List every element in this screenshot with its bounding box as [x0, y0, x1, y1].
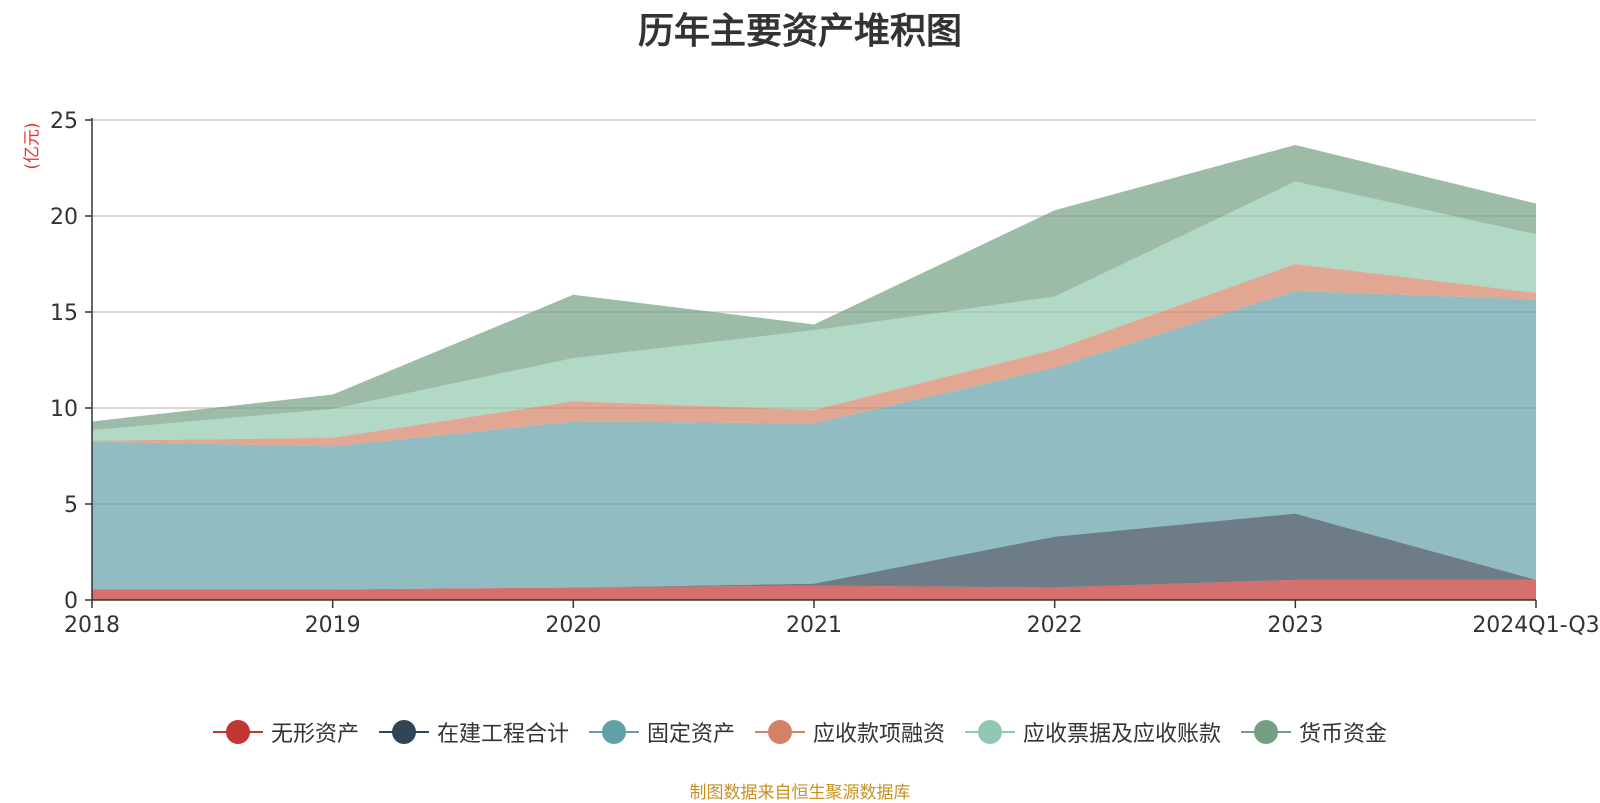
legend-label: 无形资产: [270, 722, 359, 747]
chart-title: 历年主要资产堆积图: [637, 11, 962, 52]
legend-item-4[interactable]: 应收票据及应收账款: [965, 716, 1221, 748]
x-tick-label-3: 2021: [786, 613, 842, 638]
area-series-2: [92, 290, 1536, 590]
x-tick-label-6: 2024Q1-Q3: [1472, 613, 1599, 638]
legend-marker-icon: [588, 719, 639, 745]
source-note: 制图数据来自恒生聚源数据库: [689, 783, 911, 803]
legend-item-3[interactable]: 应收款项融资: [755, 716, 945, 748]
y-tick-label-2: 10: [50, 397, 78, 422]
legend-item-5[interactable]: 货币资金: [1241, 716, 1387, 748]
legend: 无形资产 在建工程合计 固定资产 应收款项融资 应收票据及应收账款 货币资金: [0, 716, 1600, 748]
x-tick-label-4: 2022: [1027, 613, 1083, 638]
x-tick-label-2: 2020: [545, 613, 601, 638]
legend-marker-icon: [1241, 719, 1292, 745]
legend-label: 固定资产: [646, 722, 735, 747]
legend-item-1[interactable]: 在建工程合计: [378, 716, 569, 748]
legend-label: 货币资金: [1299, 722, 1388, 747]
y-tick-label-5: 25: [50, 109, 78, 134]
area-series-5: [92, 144, 1536, 431]
y-tick-label-1: 5: [64, 493, 78, 518]
legend-item-2[interactable]: 固定资产: [588, 716, 735, 748]
y-tick-label-3: 15: [50, 301, 78, 326]
y-tick-label-0: 0: [64, 589, 78, 614]
legend-marker-icon: [378, 719, 429, 745]
area-series-0: [92, 579, 1536, 600]
legend-label: 应收款项融资: [813, 722, 946, 747]
legend-marker-icon: [212, 719, 263, 745]
area-series-3: [92, 264, 1536, 447]
legend-item-0[interactable]: 无形资产: [212, 716, 359, 748]
legend-label: 在建工程合计: [436, 722, 569, 747]
area-series-1: [92, 513, 1536, 590]
y-tick-label-4: 20: [50, 205, 78, 230]
x-tick-label-5: 2023: [1267, 613, 1323, 638]
x-tick-label-1: 2019: [305, 613, 361, 638]
x-tick-label-0: 2018: [64, 613, 120, 638]
legend-marker-icon: [965, 719, 1016, 745]
legend-marker-icon: [755, 719, 805, 745]
area-series-4: [92, 181, 1536, 441]
legend-label: 应收票据及应收账款: [1023, 722, 1222, 747]
